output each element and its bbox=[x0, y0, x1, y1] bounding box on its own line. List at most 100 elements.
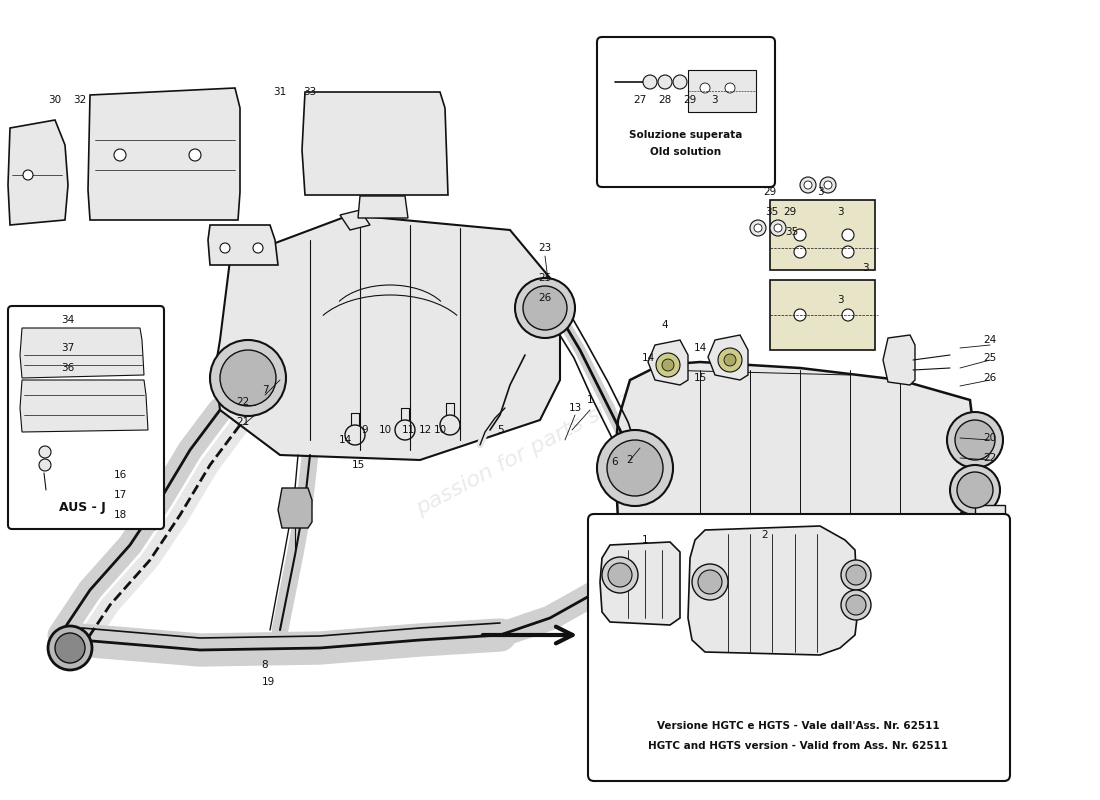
Text: 29: 29 bbox=[763, 187, 777, 197]
Polygon shape bbox=[648, 340, 688, 385]
Text: 5: 5 bbox=[497, 425, 504, 435]
Ellipse shape bbox=[842, 560, 871, 590]
Text: 12: 12 bbox=[418, 425, 431, 435]
Ellipse shape bbox=[770, 220, 786, 236]
Text: 13: 13 bbox=[569, 403, 582, 413]
Text: passion for parts since day: passion for parts since day bbox=[412, 361, 688, 519]
Ellipse shape bbox=[794, 246, 806, 258]
Polygon shape bbox=[214, 215, 560, 460]
Ellipse shape bbox=[824, 181, 832, 189]
Text: 35: 35 bbox=[785, 227, 799, 237]
Ellipse shape bbox=[754, 224, 762, 232]
Polygon shape bbox=[883, 335, 915, 385]
Ellipse shape bbox=[692, 564, 728, 600]
Text: 35: 35 bbox=[766, 207, 779, 217]
Text: 36: 36 bbox=[62, 363, 75, 373]
Text: 3: 3 bbox=[711, 95, 717, 105]
Text: 2: 2 bbox=[761, 530, 768, 540]
Text: 20: 20 bbox=[983, 433, 997, 443]
Ellipse shape bbox=[597, 430, 673, 506]
Text: 25: 25 bbox=[538, 273, 551, 283]
Text: 3: 3 bbox=[861, 263, 868, 273]
Ellipse shape bbox=[23, 170, 33, 180]
Ellipse shape bbox=[718, 348, 743, 372]
Text: AUS - J: AUS - J bbox=[58, 502, 106, 514]
Text: 1: 1 bbox=[586, 395, 593, 405]
Text: 8: 8 bbox=[262, 660, 268, 670]
Text: 14: 14 bbox=[339, 435, 352, 445]
Ellipse shape bbox=[602, 557, 638, 593]
Text: 31: 31 bbox=[274, 87, 287, 97]
Bar bbox=[770, 280, 875, 350]
Text: 23: 23 bbox=[538, 243, 551, 253]
Polygon shape bbox=[358, 196, 408, 218]
Text: 3: 3 bbox=[837, 295, 844, 305]
Text: 11: 11 bbox=[402, 425, 415, 435]
Ellipse shape bbox=[189, 149, 201, 161]
Bar bbox=[770, 200, 875, 270]
Text: 15: 15 bbox=[693, 373, 706, 383]
Polygon shape bbox=[278, 488, 312, 528]
Ellipse shape bbox=[698, 570, 722, 594]
Text: 17: 17 bbox=[113, 490, 127, 500]
Ellipse shape bbox=[842, 246, 854, 258]
Polygon shape bbox=[8, 120, 68, 225]
Text: 10: 10 bbox=[378, 425, 392, 435]
Text: 34: 34 bbox=[62, 315, 75, 325]
Polygon shape bbox=[208, 225, 278, 265]
Ellipse shape bbox=[846, 595, 866, 615]
Text: 18: 18 bbox=[113, 510, 127, 520]
Text: 4: 4 bbox=[662, 320, 669, 330]
Text: 26: 26 bbox=[983, 373, 997, 383]
Ellipse shape bbox=[515, 278, 575, 338]
FancyBboxPatch shape bbox=[8, 306, 164, 529]
Text: 3: 3 bbox=[816, 187, 823, 197]
Text: 29: 29 bbox=[683, 95, 696, 105]
Text: 32: 32 bbox=[74, 95, 87, 105]
Text: 22: 22 bbox=[236, 397, 250, 407]
Ellipse shape bbox=[842, 229, 854, 241]
Polygon shape bbox=[340, 210, 370, 230]
Text: 7: 7 bbox=[262, 385, 268, 395]
Text: Soluzione superata: Soluzione superata bbox=[629, 130, 742, 140]
Ellipse shape bbox=[804, 181, 812, 189]
Ellipse shape bbox=[950, 465, 1000, 515]
Ellipse shape bbox=[48, 626, 92, 670]
Text: 14: 14 bbox=[693, 343, 706, 353]
Text: 30: 30 bbox=[48, 95, 62, 105]
Ellipse shape bbox=[794, 229, 806, 241]
Text: 16: 16 bbox=[113, 470, 127, 480]
FancyBboxPatch shape bbox=[588, 514, 1010, 781]
Ellipse shape bbox=[658, 75, 672, 89]
Polygon shape bbox=[688, 526, 858, 655]
Ellipse shape bbox=[794, 309, 806, 321]
Ellipse shape bbox=[114, 149, 126, 161]
Ellipse shape bbox=[39, 459, 51, 471]
Text: 2: 2 bbox=[627, 455, 634, 465]
Text: 33: 33 bbox=[304, 87, 317, 97]
Text: Old solution: Old solution bbox=[650, 147, 722, 157]
Text: 1: 1 bbox=[641, 535, 648, 545]
Ellipse shape bbox=[724, 354, 736, 366]
Text: 21: 21 bbox=[236, 417, 250, 427]
Ellipse shape bbox=[750, 220, 766, 236]
Text: 26: 26 bbox=[538, 293, 551, 303]
Text: Versione HGTC e HGTS - Vale dall'Ass. Nr. 62511: Versione HGTC e HGTS - Vale dall'Ass. Nr… bbox=[657, 721, 939, 731]
Polygon shape bbox=[88, 88, 240, 220]
Ellipse shape bbox=[842, 309, 854, 321]
Ellipse shape bbox=[253, 243, 263, 253]
Ellipse shape bbox=[608, 563, 632, 587]
Ellipse shape bbox=[220, 243, 230, 253]
Text: 19: 19 bbox=[262, 677, 275, 687]
Ellipse shape bbox=[662, 359, 674, 371]
Text: HGTC and HGTS version - Valid from Ass. Nr. 62511: HGTC and HGTS version - Valid from Ass. … bbox=[648, 741, 948, 751]
Ellipse shape bbox=[220, 350, 276, 406]
Ellipse shape bbox=[700, 83, 710, 93]
Ellipse shape bbox=[148, 488, 159, 498]
Ellipse shape bbox=[955, 420, 996, 460]
Ellipse shape bbox=[607, 440, 663, 496]
Text: 25: 25 bbox=[983, 353, 997, 363]
Ellipse shape bbox=[842, 590, 871, 620]
Ellipse shape bbox=[774, 224, 782, 232]
Ellipse shape bbox=[522, 286, 566, 330]
